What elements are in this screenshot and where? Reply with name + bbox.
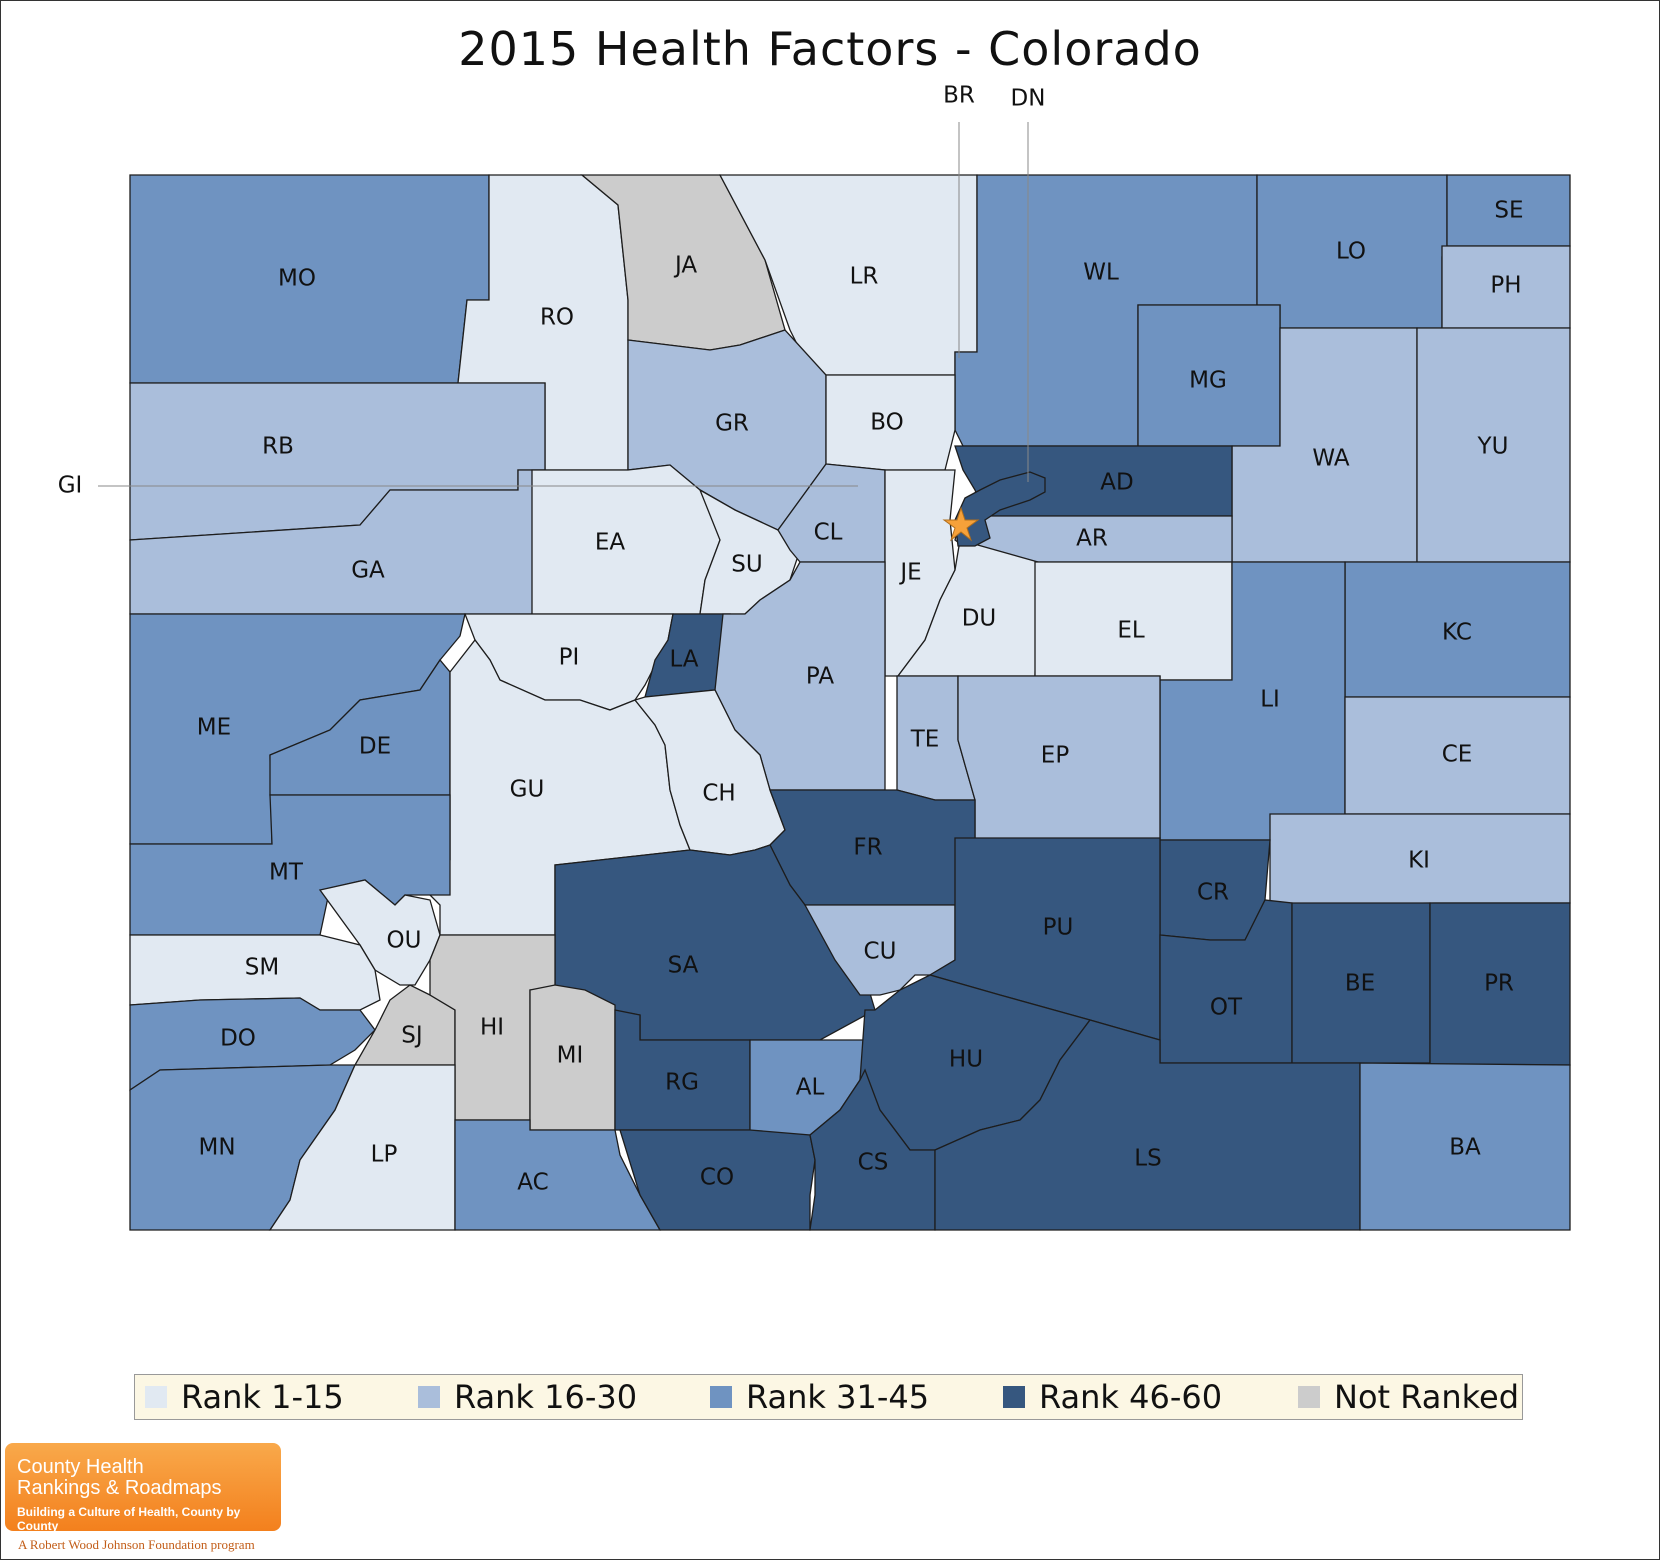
logo-line-1: County Health — [17, 1456, 144, 1478]
county-label-lo: LO — [1336, 239, 1366, 265]
legend-item-not-ranked: Not Ranked — [1298, 1375, 1519, 1419]
county-ba — [1359, 1062, 1571, 1231]
legend-item-rank-16-30: Rank 16-30 — [418, 1375, 637, 1419]
county-label-gr: GR — [715, 411, 749, 437]
county-label-su: SU — [731, 552, 762, 578]
county-label-be: BE — [1345, 971, 1375, 997]
legend-item-rank-31-45: Rank 31-45 — [710, 1375, 929, 1419]
legend-label-not-ranked: Not Ranked — [1334, 1378, 1520, 1416]
county-label-wl: WL — [1083, 260, 1119, 286]
legend-swatch-rank-46-60 — [1003, 1386, 1025, 1408]
county-label-ad: AD — [1100, 470, 1133, 496]
county-label-ch: CH — [702, 781, 735, 807]
county-label-do: DO — [220, 1026, 256, 1052]
county-label-ba: BA — [1449, 1135, 1481, 1161]
legend-item-rank-46-60: Rank 46-60 — [1003, 1375, 1222, 1419]
county-label-ja: JA — [673, 253, 697, 279]
county-label-hi: HI — [480, 1015, 504, 1041]
legend: Rank 1-15 Rank 16-30 Rank 31-45 Rank 46-… — [134, 1374, 1523, 1420]
county-label-lp: LP — [371, 1142, 398, 1168]
county-label-ac: AC — [517, 1170, 548, 1196]
county-label-hu: HU — [949, 1047, 983, 1073]
county-label-ce: CE — [1442, 742, 1473, 768]
county-lp — [268, 1064, 456, 1231]
county-label-ki: KI — [1408, 848, 1430, 874]
logo-line-2: Rankings & Roadmaps — [17, 1477, 222, 1499]
legend-swatch-rank-31-45 — [710, 1386, 732, 1408]
county-label-ot: OT — [1210, 995, 1243, 1021]
county-label-sm: SM — [245, 955, 279, 981]
county-label-wa: WA — [1312, 446, 1349, 472]
county-cs — [809, 1068, 936, 1231]
legend-item-rank-1-15: Rank 1-15 — [145, 1375, 344, 1419]
county-label-bo: BO — [870, 410, 903, 436]
legend-swatch-rank-1-15 — [145, 1386, 167, 1408]
county-label-ls: LS — [1134, 1146, 1161, 1172]
counties-layer — [129, 174, 1571, 1231]
county-label-de: DE — [359, 734, 391, 760]
legend-swatch-not-ranked — [1298, 1386, 1320, 1408]
county-label-mi: MI — [557, 1043, 584, 1069]
county-label-mn: MN — [198, 1135, 235, 1161]
logo-tagline: Building a Culture of Health, County by … — [17, 1505, 241, 1533]
county-label-rg: RG — [665, 1070, 699, 1096]
county-label-ar: AR — [1076, 526, 1108, 552]
callouts-layer: BR DN GI — [58, 83, 1046, 499]
county-label-se: SE — [1494, 198, 1523, 224]
legend-label-rank-1-15: Rank 1-15 — [181, 1378, 344, 1416]
county-label-je: JE — [898, 560, 921, 586]
county-label-cu: CU — [864, 939, 897, 965]
county-label-fr: FR — [853, 835, 882, 861]
county-ac — [454, 1119, 662, 1231]
county-label-sa: SA — [668, 953, 699, 979]
legend-swatch-rank-16-30 — [418, 1386, 440, 1408]
county-label-ea: EA — [595, 530, 626, 556]
county-co — [619, 1129, 816, 1231]
county-health-rankings-logo: County Health Rankings & Roadmaps Buildi… — [5, 1443, 281, 1533]
county-label-yu: YU — [1477, 434, 1509, 460]
county-label-mg: MG — [1189, 368, 1227, 394]
county-cu — [803, 904, 956, 996]
county-label-pu: PU — [1043, 915, 1074, 941]
county-label-pa: PA — [806, 664, 834, 690]
county-dn — [954, 471, 1046, 547]
county-label-gu: GU — [510, 777, 545, 803]
county-label-ga: GA — [351, 558, 385, 584]
county-ls — [934, 1019, 1361, 1231]
county-label-rb: RB — [262, 434, 294, 460]
county-label-te: TE — [910, 727, 940, 753]
labels-layer: MO RO JA LR WL LO SE PH RB GR BO MG WA YU GA EA SU CL JE AD… — [197, 198, 1524, 1196]
county-label-la: LA — [669, 647, 698, 673]
county-label-ro: RO — [540, 305, 574, 331]
legend-label-rank-16-30: Rank 16-30 — [454, 1378, 638, 1416]
county-label-kc: KC — [1442, 620, 1472, 646]
callout-label-br: BR — [943, 83, 975, 109]
county-label-sj: SJ — [401, 1023, 422, 1049]
callout-label-gi: GI — [58, 473, 83, 499]
county-label-ou: OU — [387, 928, 422, 954]
county-label-al: AL — [796, 1075, 825, 1101]
county-label-cl: CL — [814, 520, 843, 546]
county-label-lr: LR — [850, 264, 879, 290]
capital-star-icon — [942, 506, 980, 542]
county-label-cr: CR — [1197, 880, 1229, 906]
legend-label-rank-31-45: Rank 31-45 — [746, 1378, 930, 1416]
county-label-li: LI — [1260, 687, 1280, 713]
county-label-ep: EP — [1041, 743, 1070, 769]
county-label-mo: MO — [278, 266, 316, 292]
county-label-pi: PI — [559, 645, 580, 671]
county-label-co: CO — [700, 1165, 734, 1191]
county-label-cs: CS — [858, 1150, 889, 1176]
foundation-credit: A Robert Wood Johnson Foundation program — [18, 1537, 255, 1552]
county-label-pr: PR — [1484, 971, 1514, 997]
county-label-mt: MT — [269, 860, 304, 886]
map-title: 2015 Health Factors - Colorado — [458, 22, 1202, 76]
county-label-me: ME — [197, 715, 231, 741]
county-label-du: DU — [962, 606, 997, 632]
county-label-el: EL — [1117, 618, 1145, 644]
callout-label-dn: DN — [1011, 86, 1046, 112]
legend-label-rank-46-60: Rank 46-60 — [1039, 1378, 1223, 1416]
county-label-ph: PH — [1490, 273, 1521, 299]
